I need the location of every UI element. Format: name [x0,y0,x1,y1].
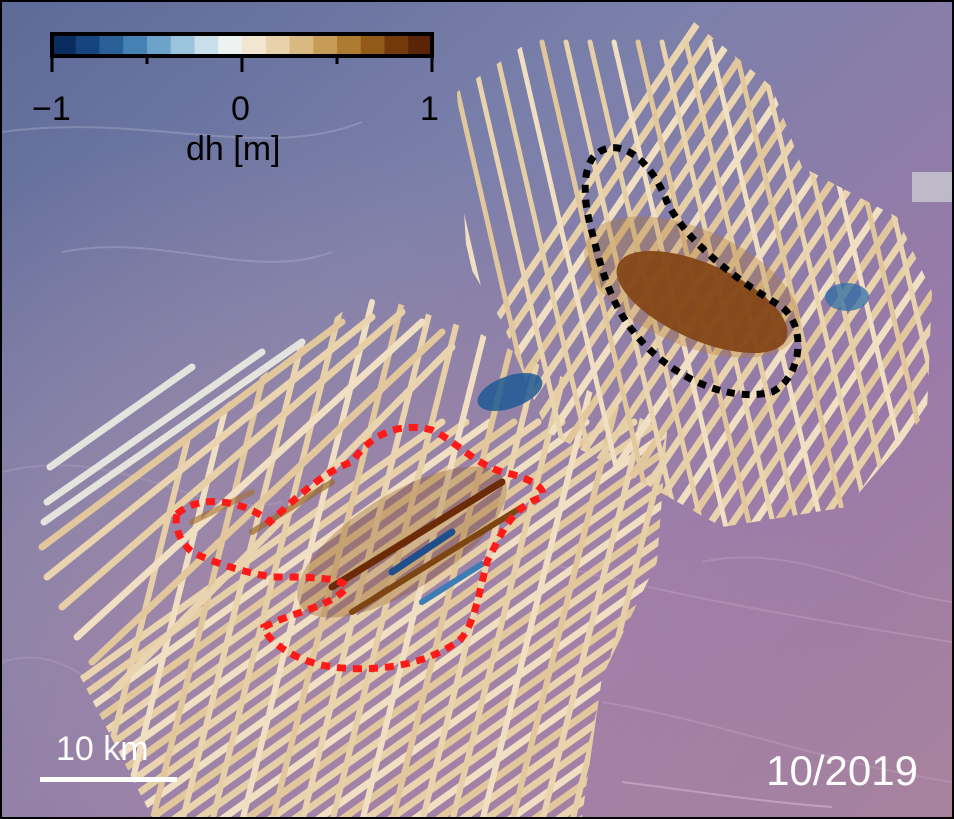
track-line [43,313,376,581]
track-line [88,328,446,666]
uplift-anomaly-northeast [584,216,800,358]
colorbar-cell [147,34,172,56]
track-line [702,12,932,527]
track-line [329,299,465,817]
colorbar-cell [337,34,362,56]
track-line [42,418,446,817]
colorbar-cell [99,34,124,56]
track-line [179,299,315,817]
track-line [614,12,932,527]
track-line [142,418,667,817]
colorbar-cell [123,34,148,56]
track-line [118,418,667,817]
scale-bar-label: 10 km [56,730,149,768]
subsidence-anomaly-east [825,283,869,311]
track-line [563,39,689,527]
track-line [755,39,881,527]
colorbar-cell [265,34,290,56]
track-line [334,418,667,817]
track-line [46,363,196,471]
track-line [731,39,857,527]
track-line [286,418,667,817]
track-line [406,418,667,817]
track-line [636,12,932,527]
track-line [724,12,932,527]
colorbar-min-label: −1 [32,90,71,128]
track-line [746,12,932,527]
colorbar-cell [194,34,219,56]
colorbar-cell [75,34,100,56]
track-line [478,418,667,817]
black-outline-uplift-region [581,144,802,399]
colorbar-cell [52,34,77,56]
colorbar-cell [170,34,195,56]
track-line [38,318,346,551]
track-line [238,418,667,817]
track-line [262,418,667,817]
track-line [166,418,667,817]
date-label: 10/2019 [766,747,918,794]
colorbar-cell [408,34,433,56]
colorbar-gradient [52,34,433,56]
track-line [108,343,456,696]
track-line [359,299,495,817]
track-line [454,418,667,817]
colorbar-cell [360,34,385,56]
colorbar-cell [242,34,267,56]
track-line [457,12,738,527]
colorbar-max-label: 1 [420,90,439,128]
basemap-gap-patch [912,172,952,202]
colorbar [50,32,434,72]
scale-bar [40,777,177,782]
colorbar-cell [384,34,409,56]
track-line [768,12,932,527]
track-line [214,418,667,817]
colorbar-mid-label: 0 [231,90,250,128]
track-line [43,348,266,506]
track-line [40,338,306,526]
track-line [680,12,932,527]
relief-ridges [2,121,952,808]
colorbar-cell [289,34,314,56]
altimetry-tracks-west-wing [38,308,456,696]
subsidence-anomaly-center [477,372,543,412]
track-line [58,308,406,611]
track-line [46,418,614,817]
track-line [73,318,426,641]
colorbar-cell [218,34,243,56]
track-line [658,12,932,527]
track-line [42,418,494,817]
altimetry-tracks-southwest [42,299,667,817]
track-line [539,39,665,527]
colorbar-cell [313,34,338,56]
track-line [209,299,345,817]
track-line [457,12,760,527]
colorbar-title: dh [m] [186,130,281,168]
track-line [42,418,470,817]
mixed-anomaly-southwest [189,466,525,618]
